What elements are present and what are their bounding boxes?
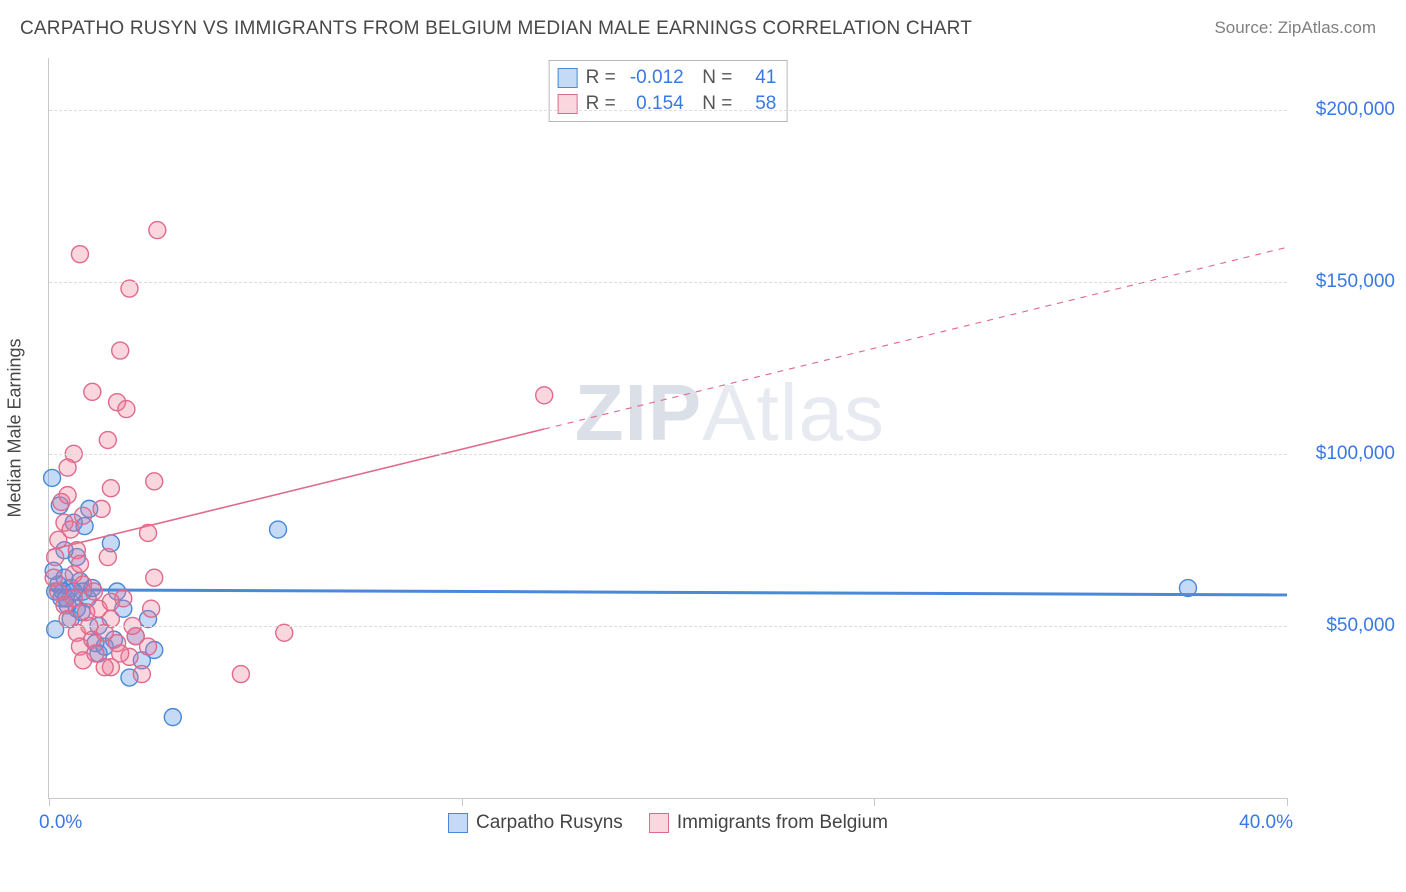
swatch-pink-icon <box>649 813 669 833</box>
legend-item-pink: Immigrants from Belgium <box>649 812 888 834</box>
x-axis-min-label: 0.0% <box>39 812 82 834</box>
y-tick-label: $150,000 <box>1295 271 1395 293</box>
x-axis-max-label: 40.0% <box>1239 812 1293 834</box>
swatch-blue-icon <box>448 813 468 833</box>
legend-item-blue: Carpatho Rusyns <box>448 812 623 834</box>
y-tick-label: $200,000 <box>1295 99 1395 121</box>
legend-label: Carpatho Rusyns <box>476 812 623 834</box>
y-axis-label: Median Male Earnings <box>5 338 26 517</box>
page-title: CARPATHO RUSYN VS IMMIGRANTS FROM BELGIU… <box>20 18 972 40</box>
legend-label: Immigrants from Belgium <box>677 812 888 834</box>
y-tick-label: $50,000 <box>1295 615 1395 637</box>
y-tick-label: $100,000 <box>1295 443 1395 465</box>
scatter-svg <box>49 58 1287 798</box>
chart-plot-area: Median Male Earnings ZIPAtlas R = -0.012… <box>48 58 1287 799</box>
source-label: Source: ZipAtlas.com <box>1214 18 1376 38</box>
bottom-legend: Carpatho Rusyns Immigrants from Belgium <box>448 812 888 834</box>
